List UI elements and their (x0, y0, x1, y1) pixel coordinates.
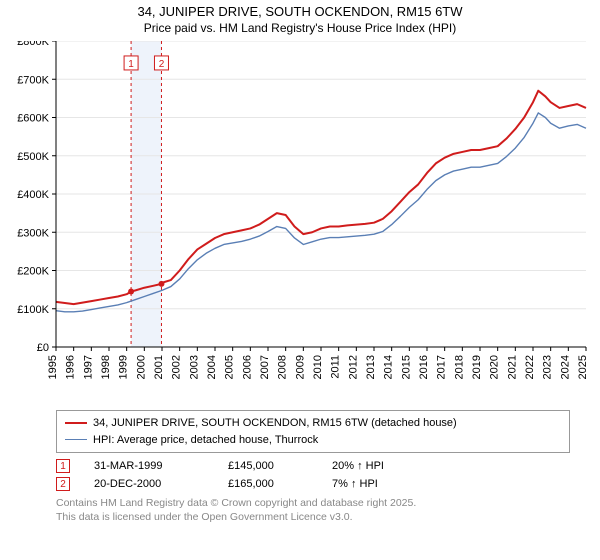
event-date: 31-MAR-1999 (94, 460, 204, 472)
footer-attribution: Contains HM Land Registry data © Crown c… (56, 497, 570, 524)
legend-item: HPI: Average price, detached house, Thur… (65, 432, 561, 449)
page-title: 34, JUNIPER DRIVE, SOUTH OCKENDON, RM15 … (0, 0, 600, 19)
svg-text:2010: 2010 (312, 355, 324, 379)
footer-line-1: Contains HM Land Registry data © Crown c… (56, 497, 570, 511)
svg-text:£100K: £100K (17, 304, 49, 316)
event-date: 20-DEC-2000 (94, 478, 204, 490)
event-row: 1 31-MAR-1999 £145,000 20% ↑ HPI (56, 457, 570, 475)
legend-swatch (65, 422, 87, 424)
event-marker: 2 (56, 477, 70, 491)
svg-text:£700K: £700K (17, 74, 49, 86)
svg-text:2: 2 (159, 59, 165, 70)
svg-text:2004: 2004 (206, 355, 218, 379)
svg-text:1995: 1995 (47, 355, 59, 379)
event-row: 2 20-DEC-2000 £165,000 7% ↑ HPI (56, 475, 570, 493)
footer-line-2: This data is licensed under the Open Gov… (56, 511, 570, 525)
chart-container: £0 £100K £200K £300K £400K £500K £600K £700K £80… (0, 41, 600, 404)
svg-text:2021: 2021 (506, 355, 518, 379)
svg-text:2020: 2020 (489, 355, 501, 379)
svg-text:2015: 2015 (400, 355, 412, 379)
legend: 34, JUNIPER DRIVE, SOUTH OCKENDON, RM15 … (56, 410, 570, 453)
legend-label: 34, JUNIPER DRIVE, SOUTH OCKENDON, RM15 … (93, 415, 457, 432)
svg-text:2023: 2023 (542, 355, 554, 379)
legend-label: HPI: Average price, detached house, Thur… (93, 432, 318, 449)
legend-item: 34, JUNIPER DRIVE, SOUTH OCKENDON, RM15 … (65, 415, 561, 432)
svg-text:2019: 2019 (471, 355, 483, 379)
svg-text:£0: £0 (37, 342, 49, 354)
svg-text:2013: 2013 (365, 355, 377, 379)
event-delta: 20% ↑ HPI (332, 460, 384, 472)
svg-text:2007: 2007 (259, 355, 271, 379)
svg-text:2009: 2009 (294, 355, 306, 379)
svg-text:£300K: £300K (17, 227, 49, 239)
svg-text:2001: 2001 (153, 355, 165, 379)
svg-text:2016: 2016 (418, 355, 430, 379)
svg-text:1: 1 (128, 59, 134, 70)
svg-text:1997: 1997 (82, 355, 94, 379)
event-list: 1 31-MAR-1999 £145,000 20% ↑ HPI 2 20-DEC-200… (56, 457, 570, 493)
svg-text:2024: 2024 (559, 355, 571, 379)
svg-text:2018: 2018 (453, 355, 465, 379)
svg-text:2014: 2014 (383, 355, 395, 379)
svg-text:2000: 2000 (135, 355, 147, 379)
svg-text:1996: 1996 (65, 355, 77, 379)
price-chart: £0 £100K £200K £300K £400K £500K £600K £700K £80… (0, 41, 600, 401)
svg-text:1999: 1999 (118, 355, 130, 379)
svg-text:2008: 2008 (277, 355, 289, 379)
svg-text:2005: 2005 (224, 355, 236, 379)
svg-text:2003: 2003 (188, 355, 200, 379)
page-subtitle: Price paid vs. HM Land Registry's House … (0, 19, 600, 41)
event-price: £145,000 (228, 460, 308, 472)
svg-text:2022: 2022 (524, 355, 536, 379)
svg-text:£400K: £400K (17, 189, 49, 201)
svg-text:£600K: £600K (17, 113, 49, 125)
svg-text:2002: 2002 (171, 355, 183, 379)
event-price: £165,000 (228, 478, 308, 490)
svg-text:2011: 2011 (330, 355, 342, 379)
event-marker: 1 (56, 459, 70, 473)
svg-text:£800K: £800K (17, 41, 49, 48)
svg-text:2006: 2006 (241, 355, 253, 379)
svg-text:2025: 2025 (577, 355, 589, 379)
svg-text:2012: 2012 (347, 355, 359, 379)
legend-swatch (65, 439, 87, 440)
svg-text:£500K: £500K (17, 151, 49, 163)
svg-text:£200K: £200K (17, 266, 49, 278)
event-delta: 7% ↑ HPI (332, 478, 378, 490)
svg-text:1998: 1998 (100, 355, 112, 379)
svg-text:2017: 2017 (436, 355, 448, 379)
